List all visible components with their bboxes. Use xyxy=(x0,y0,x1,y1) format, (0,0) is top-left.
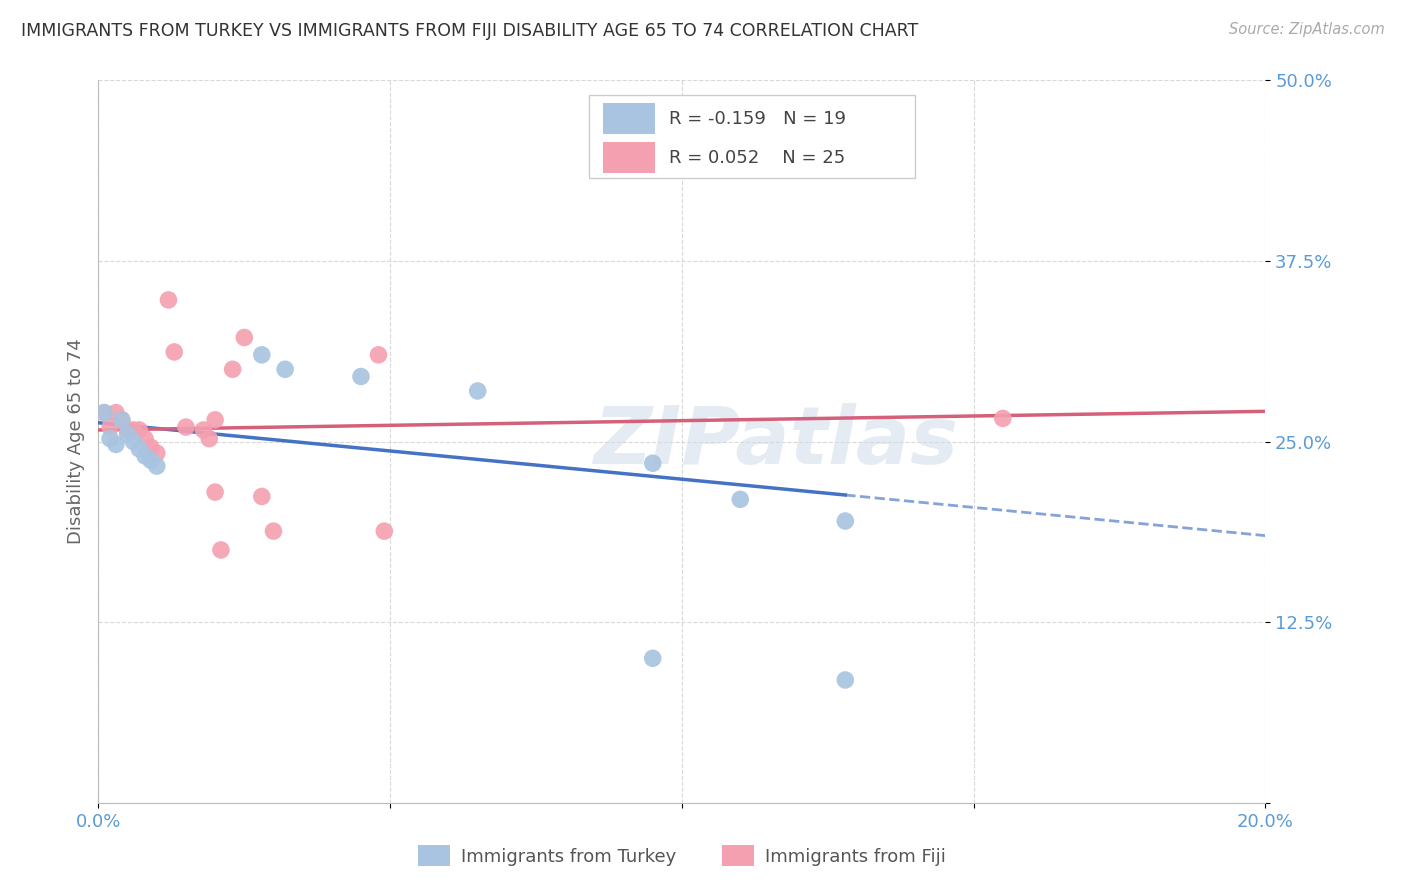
Text: R = 0.052    N = 25: R = 0.052 N = 25 xyxy=(669,149,845,167)
Point xyxy=(373,524,395,538)
Legend: Immigrants from Turkey, Immigrants from Fiji: Immigrants from Turkey, Immigrants from … xyxy=(411,838,953,873)
Point xyxy=(350,369,373,384)
Point xyxy=(193,423,215,437)
Text: ZIPatlas: ZIPatlas xyxy=(593,402,957,481)
Point xyxy=(233,330,256,344)
Point xyxy=(174,420,197,434)
Point xyxy=(467,384,489,398)
Point xyxy=(128,442,150,456)
Point xyxy=(834,514,856,528)
Point xyxy=(117,427,139,442)
Text: Source: ZipAtlas.com: Source: ZipAtlas.com xyxy=(1229,22,1385,37)
Point xyxy=(834,673,856,687)
Point xyxy=(204,413,226,427)
Point xyxy=(146,446,169,460)
Text: IMMIGRANTS FROM TURKEY VS IMMIGRANTS FROM FIJI DISABILITY AGE 65 TO 74 CORRELATI: IMMIGRANTS FROM TURKEY VS IMMIGRANTS FRO… xyxy=(21,22,918,40)
Point xyxy=(98,420,121,434)
Point xyxy=(250,348,273,362)
Point xyxy=(262,524,284,538)
Point xyxy=(641,651,664,665)
Point xyxy=(991,411,1014,425)
Point xyxy=(250,490,273,504)
Point xyxy=(134,449,156,463)
Point xyxy=(111,413,134,427)
Point xyxy=(139,440,162,454)
Point xyxy=(730,492,752,507)
Text: R = -0.159   N = 19: R = -0.159 N = 19 xyxy=(669,110,846,128)
Point xyxy=(221,362,243,376)
Point xyxy=(122,423,145,437)
Bar xyxy=(603,143,655,173)
Y-axis label: Disability Age 65 to 74: Disability Age 65 to 74 xyxy=(66,339,84,544)
Point xyxy=(641,456,664,470)
Point xyxy=(104,406,127,420)
Point xyxy=(93,406,115,420)
Point xyxy=(204,485,226,500)
Point xyxy=(139,453,162,467)
Point xyxy=(367,348,389,362)
Point xyxy=(163,345,186,359)
Point xyxy=(274,362,297,376)
Point xyxy=(93,406,115,420)
Point xyxy=(198,432,221,446)
Point xyxy=(157,293,180,307)
Point xyxy=(98,432,121,446)
Point xyxy=(122,434,145,449)
Point xyxy=(209,542,232,557)
Point xyxy=(134,432,156,446)
Point xyxy=(146,459,169,474)
Point xyxy=(128,423,150,437)
Bar xyxy=(589,95,915,178)
Point xyxy=(111,413,134,427)
Point xyxy=(104,437,127,451)
Point xyxy=(117,423,139,437)
Bar xyxy=(603,103,655,134)
